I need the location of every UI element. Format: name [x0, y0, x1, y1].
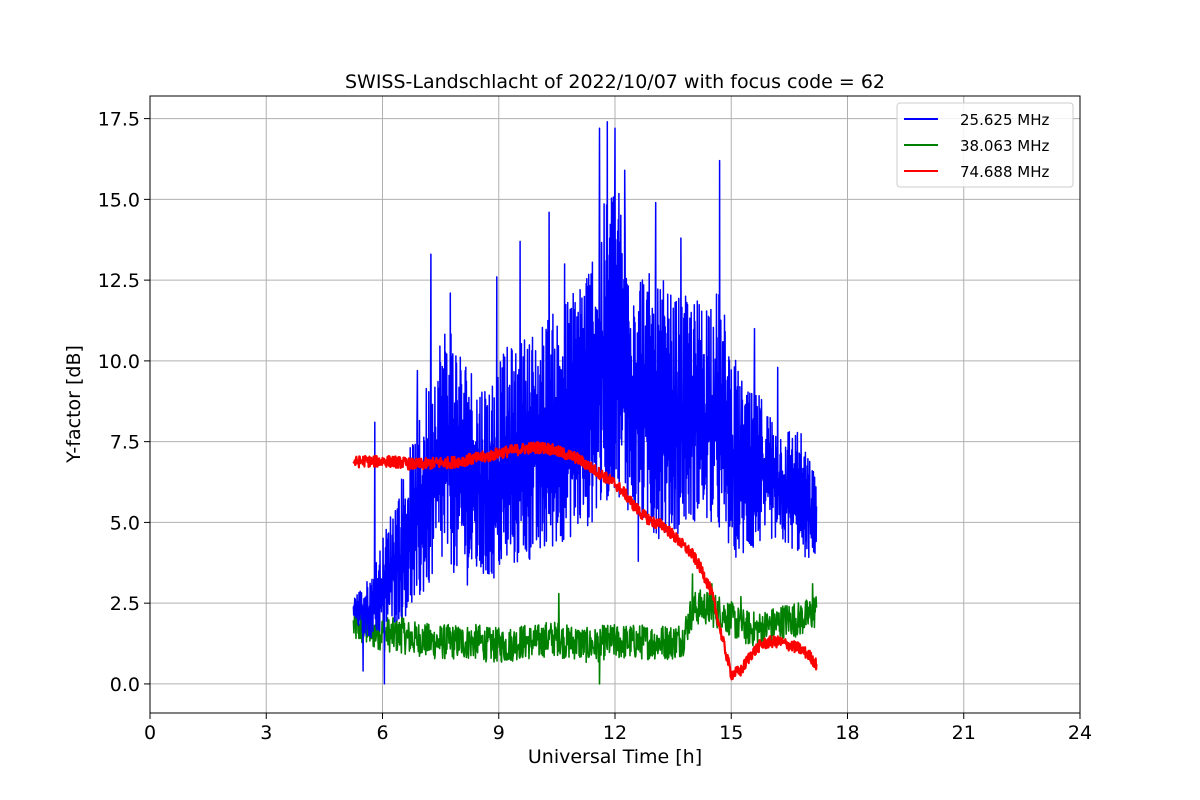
x-axis-ticks: 0 3 6 9 12 15 18 21 24 [144, 713, 1092, 744]
x-tick-label: 0 [144, 722, 156, 744]
legend-box [896, 102, 1074, 188]
legend: 25.625 MHz 38.063 MHz 74.688 MHz [896, 102, 1074, 188]
chart-title: SWISS-Landschlacht of 2022/10/07 with fo… [345, 71, 885, 93]
x-tick-label: 6 [376, 722, 388, 744]
x-tick-label: 15 [719, 722, 743, 744]
x-tick-label: 12 [603, 722, 627, 744]
x-tick-label: 18 [835, 722, 859, 744]
y-tick-label: 7.5 [110, 432, 140, 454]
y-tick-label: 15.0 [98, 189, 140, 211]
x-tick-label: 24 [1068, 722, 1092, 744]
y-tick-label: 10.0 [98, 351, 140, 373]
y-axis-ticks: 0.0 2.5 5.0 7.5 10.0 12.5 15.0 17.5 [98, 109, 150, 696]
x-tick-label: 9 [493, 722, 505, 744]
series-line-25-625-mhz [352, 121, 818, 685]
series-line-74-688-mhz [352, 441, 818, 681]
plot-area [352, 121, 818, 685]
y-tick-label: 0.0 [110, 674, 140, 696]
y-tick-label: 12.5 [98, 270, 140, 292]
y-axis-label: Y-factor [dB] [63, 345, 85, 464]
y-tick-label: 17.5 [98, 109, 140, 131]
legend-label: 25.625 MHz [960, 111, 1049, 129]
x-axis-label: Universal Time [h] [528, 746, 702, 768]
series-line-38-063-mhz [352, 573, 818, 685]
x-tick-label: 3 [260, 722, 272, 744]
legend-label: 74.688 MHz [960, 163, 1049, 181]
x-tick-label: 21 [952, 722, 976, 744]
legend-label: 38.063 MHz [960, 137, 1049, 155]
y-tick-label: 2.5 [110, 593, 140, 615]
y-tick-label: 5.0 [110, 512, 140, 534]
